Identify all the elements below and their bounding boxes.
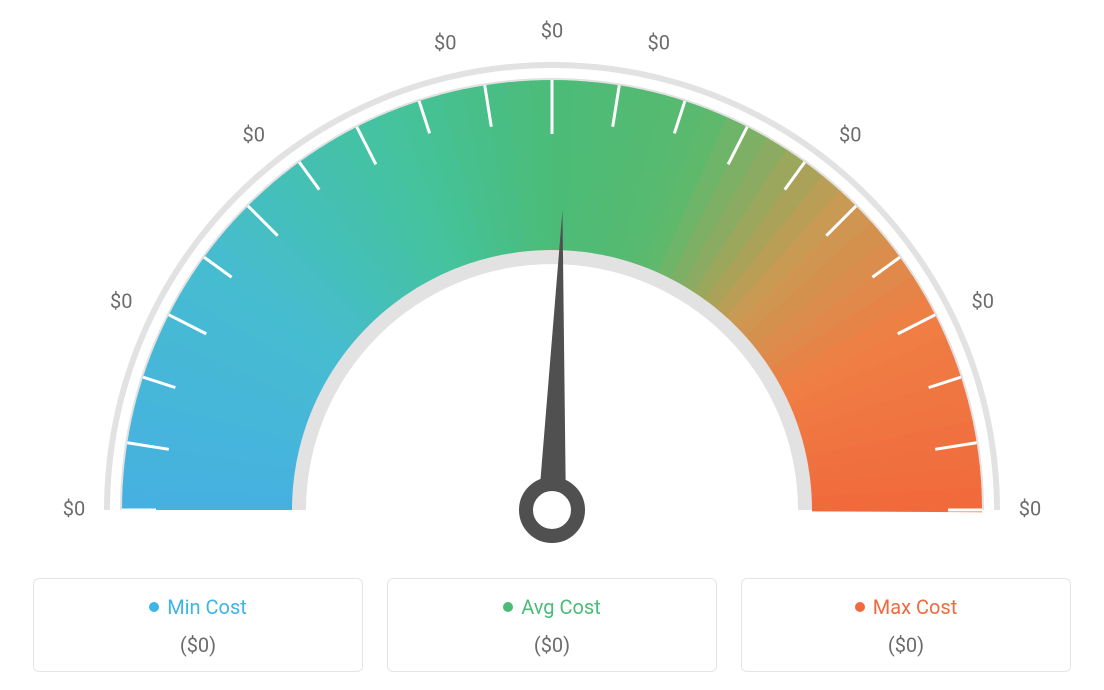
tick-label: $0 — [243, 123, 265, 147]
legend-dot-max — [855, 602, 865, 612]
gauge-hub — [526, 484, 578, 536]
legend-top-min: Min Cost — [52, 595, 344, 619]
legend-top-max: Max Cost — [760, 595, 1052, 619]
tick-label: $0 — [1019, 496, 1041, 520]
legend-row: Min Cost ($0) Avg Cost ($0) Max Cost ($0… — [0, 578, 1104, 672]
legend-label-max: Max Cost — [873, 595, 958, 619]
legend-card-max: Max Cost ($0) — [741, 578, 1071, 672]
legend-card-min: Min Cost ($0) — [33, 578, 363, 672]
tick-label: $0 — [541, 18, 563, 42]
legend-label-avg: Avg Cost — [521, 595, 601, 619]
legend-value-avg: ($0) — [406, 633, 698, 657]
tick-label: $0 — [647, 30, 669, 54]
gauge-chart-container: $0 $0 $0 $0 $0 $0 $0 $0 $0 Min Cost ($0) Avg Cos… — [0, 0, 1104, 690]
tick-label: $0 — [839, 123, 861, 147]
legend-card-avg: Avg Cost ($0) — [387, 578, 717, 672]
legend-dot-min — [149, 602, 159, 612]
gauge-wrap: $0 $0 $0 $0 $0 $0 $0 $0 $0 — [22, 0, 1082, 550]
legend-value-min: ($0) — [52, 633, 344, 657]
tick-label: $0 — [971, 289, 993, 313]
tick-label: $0 — [434, 30, 456, 54]
gauge-svg: $0 $0 $0 $0 $0 $0 $0 $0 $0 — [22, 0, 1082, 550]
tick-label: $0 — [110, 289, 132, 313]
legend-value-max: ($0) — [760, 633, 1052, 657]
legend-label-min: Min Cost — [167, 595, 247, 619]
legend-top-avg: Avg Cost — [406, 595, 698, 619]
tick-label: $0 — [63, 496, 85, 520]
legend-dot-avg — [503, 602, 513, 612]
